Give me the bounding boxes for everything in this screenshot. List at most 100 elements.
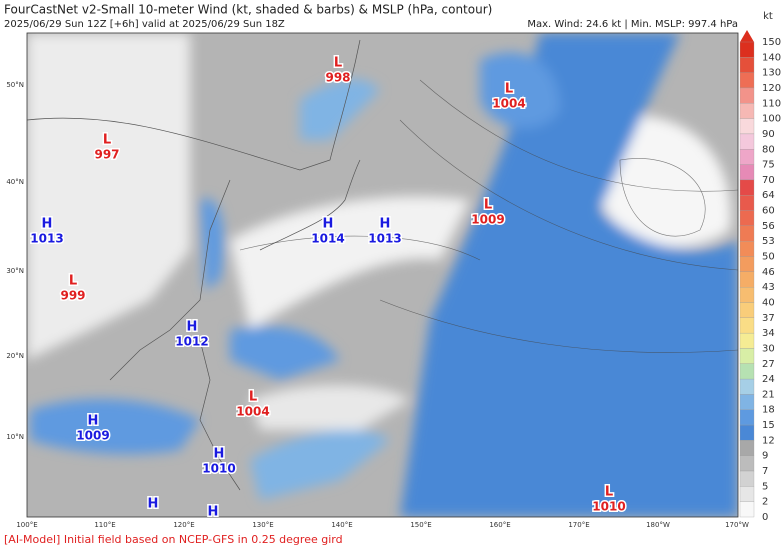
y-axis-label: 20°N bbox=[6, 352, 24, 360]
center-type: L bbox=[334, 56, 342, 71]
colorbar-cell bbox=[739, 317, 755, 334]
colorbar-label: 5 bbox=[762, 481, 768, 492]
x-axis-label: 140°E bbox=[331, 521, 352, 529]
center-pressure: 1012 bbox=[175, 335, 208, 349]
stats: Max. Wind: 24.6 kt | Min. MSLP: 997.4 hP… bbox=[527, 19, 738, 30]
wind-shading bbox=[27, 33, 738, 517]
x-axis-label: 170°E bbox=[568, 521, 589, 529]
colorbar-label: 30 bbox=[762, 343, 775, 354]
center-pressure: 999 bbox=[60, 289, 85, 303]
colorbar-arrow bbox=[740, 30, 754, 42]
colorbar-cell bbox=[739, 72, 755, 89]
x-axis-label: 160°E bbox=[489, 521, 510, 529]
colorbar-label: 53 bbox=[762, 236, 775, 247]
center-pressure: 1010 bbox=[592, 500, 625, 514]
x-axis-label: 150°E bbox=[410, 521, 431, 529]
colorbar-label: 90 bbox=[762, 129, 775, 140]
colorbar-label: 21 bbox=[762, 389, 775, 400]
x-axis-label: 100°E bbox=[16, 521, 37, 529]
x-axis-label: 110°E bbox=[94, 521, 115, 529]
colorbar-label: 27 bbox=[762, 359, 775, 370]
colorbar-label: 0 bbox=[762, 512, 768, 523]
center-pressure: 1013 bbox=[30, 232, 63, 246]
x-axis-label: 130°E bbox=[252, 521, 273, 529]
colorbar-cell bbox=[739, 378, 755, 395]
y-axis-label: 30°N bbox=[6, 267, 24, 275]
colorbar-label: 56 bbox=[762, 221, 775, 232]
center-type: L bbox=[69, 274, 77, 289]
colorbar-label: 75 bbox=[762, 160, 775, 171]
isobars bbox=[239, 79, 738, 353]
center-type: H bbox=[148, 497, 159, 512]
colorbar-label: 9 bbox=[762, 451, 768, 462]
colorbar-cell bbox=[739, 57, 755, 73]
colorbar-label: 43 bbox=[762, 282, 775, 293]
footer: [AI-Model] Initial field based on NCEP-G… bbox=[4, 533, 343, 546]
colorbar-cell bbox=[739, 210, 755, 227]
map-frame bbox=[26, 32, 739, 518]
colorbar-cell bbox=[739, 87, 755, 104]
title: FourCastNet v2-Small 10-meter Wind (kt, … bbox=[4, 3, 492, 17]
colorbar-label: 46 bbox=[762, 267, 775, 278]
colorbar-cell bbox=[739, 118, 755, 135]
colorbar-label: 24 bbox=[762, 374, 775, 385]
colorbar-label: 34 bbox=[762, 328, 775, 339]
colorbar-label: 70 bbox=[762, 175, 775, 186]
colorbar-label: 64 bbox=[762, 190, 775, 201]
colorbar-cell bbox=[739, 195, 755, 211]
center-type: H bbox=[42, 217, 53, 232]
colorbar-unit: kt bbox=[763, 11, 773, 22]
colorbar-cell bbox=[739, 332, 755, 349]
colorbar-label: 50 bbox=[762, 252, 775, 263]
colorbar-cell bbox=[739, 440, 755, 456]
coastlines bbox=[27, 39, 361, 491]
center-pressure: 997 bbox=[94, 148, 119, 162]
center-pressure: 1010 bbox=[202, 462, 235, 476]
colorbar-label: 60 bbox=[762, 206, 775, 217]
center-type: L bbox=[103, 133, 111, 148]
colorbar-cell bbox=[739, 225, 755, 242]
center-pressure: 1009 bbox=[471, 213, 504, 227]
colorbar-cell bbox=[739, 164, 755, 181]
center-type: H bbox=[88, 414, 99, 429]
y-axis-label: 40°N bbox=[6, 178, 24, 186]
center-pressure: 1009 bbox=[76, 429, 109, 443]
colorbar-label: 15 bbox=[762, 420, 775, 431]
colorbar-cell bbox=[739, 501, 755, 518]
colorbar-label: 7 bbox=[762, 466, 768, 477]
colorbar-cell bbox=[739, 241, 755, 257]
colorbar-cell bbox=[739, 470, 755, 487]
center-type: L bbox=[505, 82, 513, 97]
colorbar-label: 140 bbox=[762, 52, 781, 63]
colorbar-cell bbox=[739, 348, 755, 364]
center-type: H bbox=[323, 217, 334, 232]
center-pressure: 998 bbox=[325, 71, 350, 85]
colorbar-cell bbox=[739, 363, 755, 380]
colorbar-cell bbox=[739, 41, 755, 58]
center-type: L bbox=[484, 198, 492, 213]
y-axis-label: 10°N bbox=[6, 433, 24, 441]
colorbar-cell bbox=[739, 256, 755, 272]
center-type: H bbox=[214, 447, 225, 462]
colorbar-label: 40 bbox=[762, 297, 775, 308]
colorbar-label: 37 bbox=[762, 313, 775, 324]
colorbar-cell bbox=[739, 133, 755, 150]
colorbar-cell bbox=[739, 287, 755, 303]
colorbar-cell bbox=[739, 486, 755, 502]
colorbar-label: 100 bbox=[762, 114, 781, 125]
colorbar-cell bbox=[739, 149, 755, 165]
y-axis-label: 50°N bbox=[6, 81, 24, 89]
center-type: H bbox=[208, 505, 219, 520]
colorbar-cell bbox=[739, 409, 755, 426]
subtitle: 2025/06/29 Sun 12Z [+6h] valid at 2025/0… bbox=[4, 19, 285, 30]
center-type: L bbox=[605, 485, 613, 500]
map bbox=[27, 33, 738, 517]
colorbar-cell bbox=[739, 302, 755, 318]
colorbar-label: 130 bbox=[762, 68, 781, 79]
colorbar-cell bbox=[739, 394, 755, 410]
colorbar-label: 110 bbox=[762, 98, 781, 109]
colorbar-label: 12 bbox=[762, 435, 775, 446]
x-axis-label: 120°E bbox=[173, 521, 194, 529]
colorbar-cell bbox=[739, 179, 755, 196]
